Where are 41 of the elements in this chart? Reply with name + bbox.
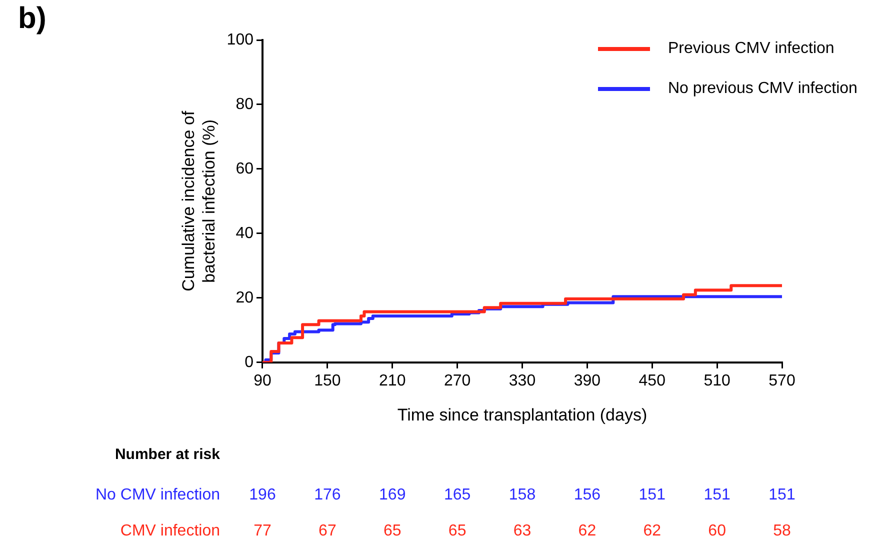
y-tick-label: 0: [244, 354, 254, 371]
x-tick-label: 330: [508, 372, 536, 390]
x-tick-label: 270: [444, 372, 471, 390]
legend-label: No previous CMV infection: [668, 80, 858, 98]
text: 65: [448, 522, 466, 540]
text: 60: [708, 522, 726, 540]
y-axis-title: Cumulative incidence of bacterial infection (%): [178, 110, 218, 292]
chart-title: b): [18, 2, 46, 36]
text: 158: [508, 486, 536, 504]
text: 58: [773, 522, 791, 540]
text: 151: [638, 486, 666, 504]
text: 165: [444, 486, 471, 504]
x-tick-label: 450: [638, 372, 666, 390]
y-tick-label: 100: [226, 31, 254, 48]
y-tick-label: 60: [236, 160, 254, 178]
text: 169: [379, 486, 406, 504]
x-tick-label: 510: [704, 372, 731, 390]
text: 196: [249, 486, 276, 504]
text: 62: [643, 522, 662, 540]
text: 67: [318, 522, 336, 540]
text: 176: [314, 486, 341, 504]
text: 62: [578, 522, 596, 540]
x-tick-label: 150: [314, 372, 341, 390]
text: 151: [768, 486, 796, 504]
legend-label: Previous CMV infection: [668, 40, 834, 58]
y-tick-label: 80: [236, 96, 254, 113]
text: CMV infection: [120, 522, 220, 540]
text: 151: [704, 486, 731, 504]
y-tick-label: 20: [236, 289, 254, 306]
text: 156: [574, 486, 601, 504]
x-tick-label: 570: [768, 372, 796, 390]
x-axis-title: Time since transplantation (days): [397, 405, 648, 424]
text: 65: [383, 522, 402, 540]
text: 77: [254, 522, 272, 540]
text: 63: [513, 522, 532, 540]
x-tick-label: 390: [574, 372, 601, 390]
x-tick-label: 90: [254, 372, 272, 390]
text: No CMV infection: [96, 486, 220, 504]
text: Number at risk: [114, 446, 221, 464]
y-tick-label: 40: [236, 224, 254, 242]
x-tick-label: 210: [379, 372, 406, 390]
